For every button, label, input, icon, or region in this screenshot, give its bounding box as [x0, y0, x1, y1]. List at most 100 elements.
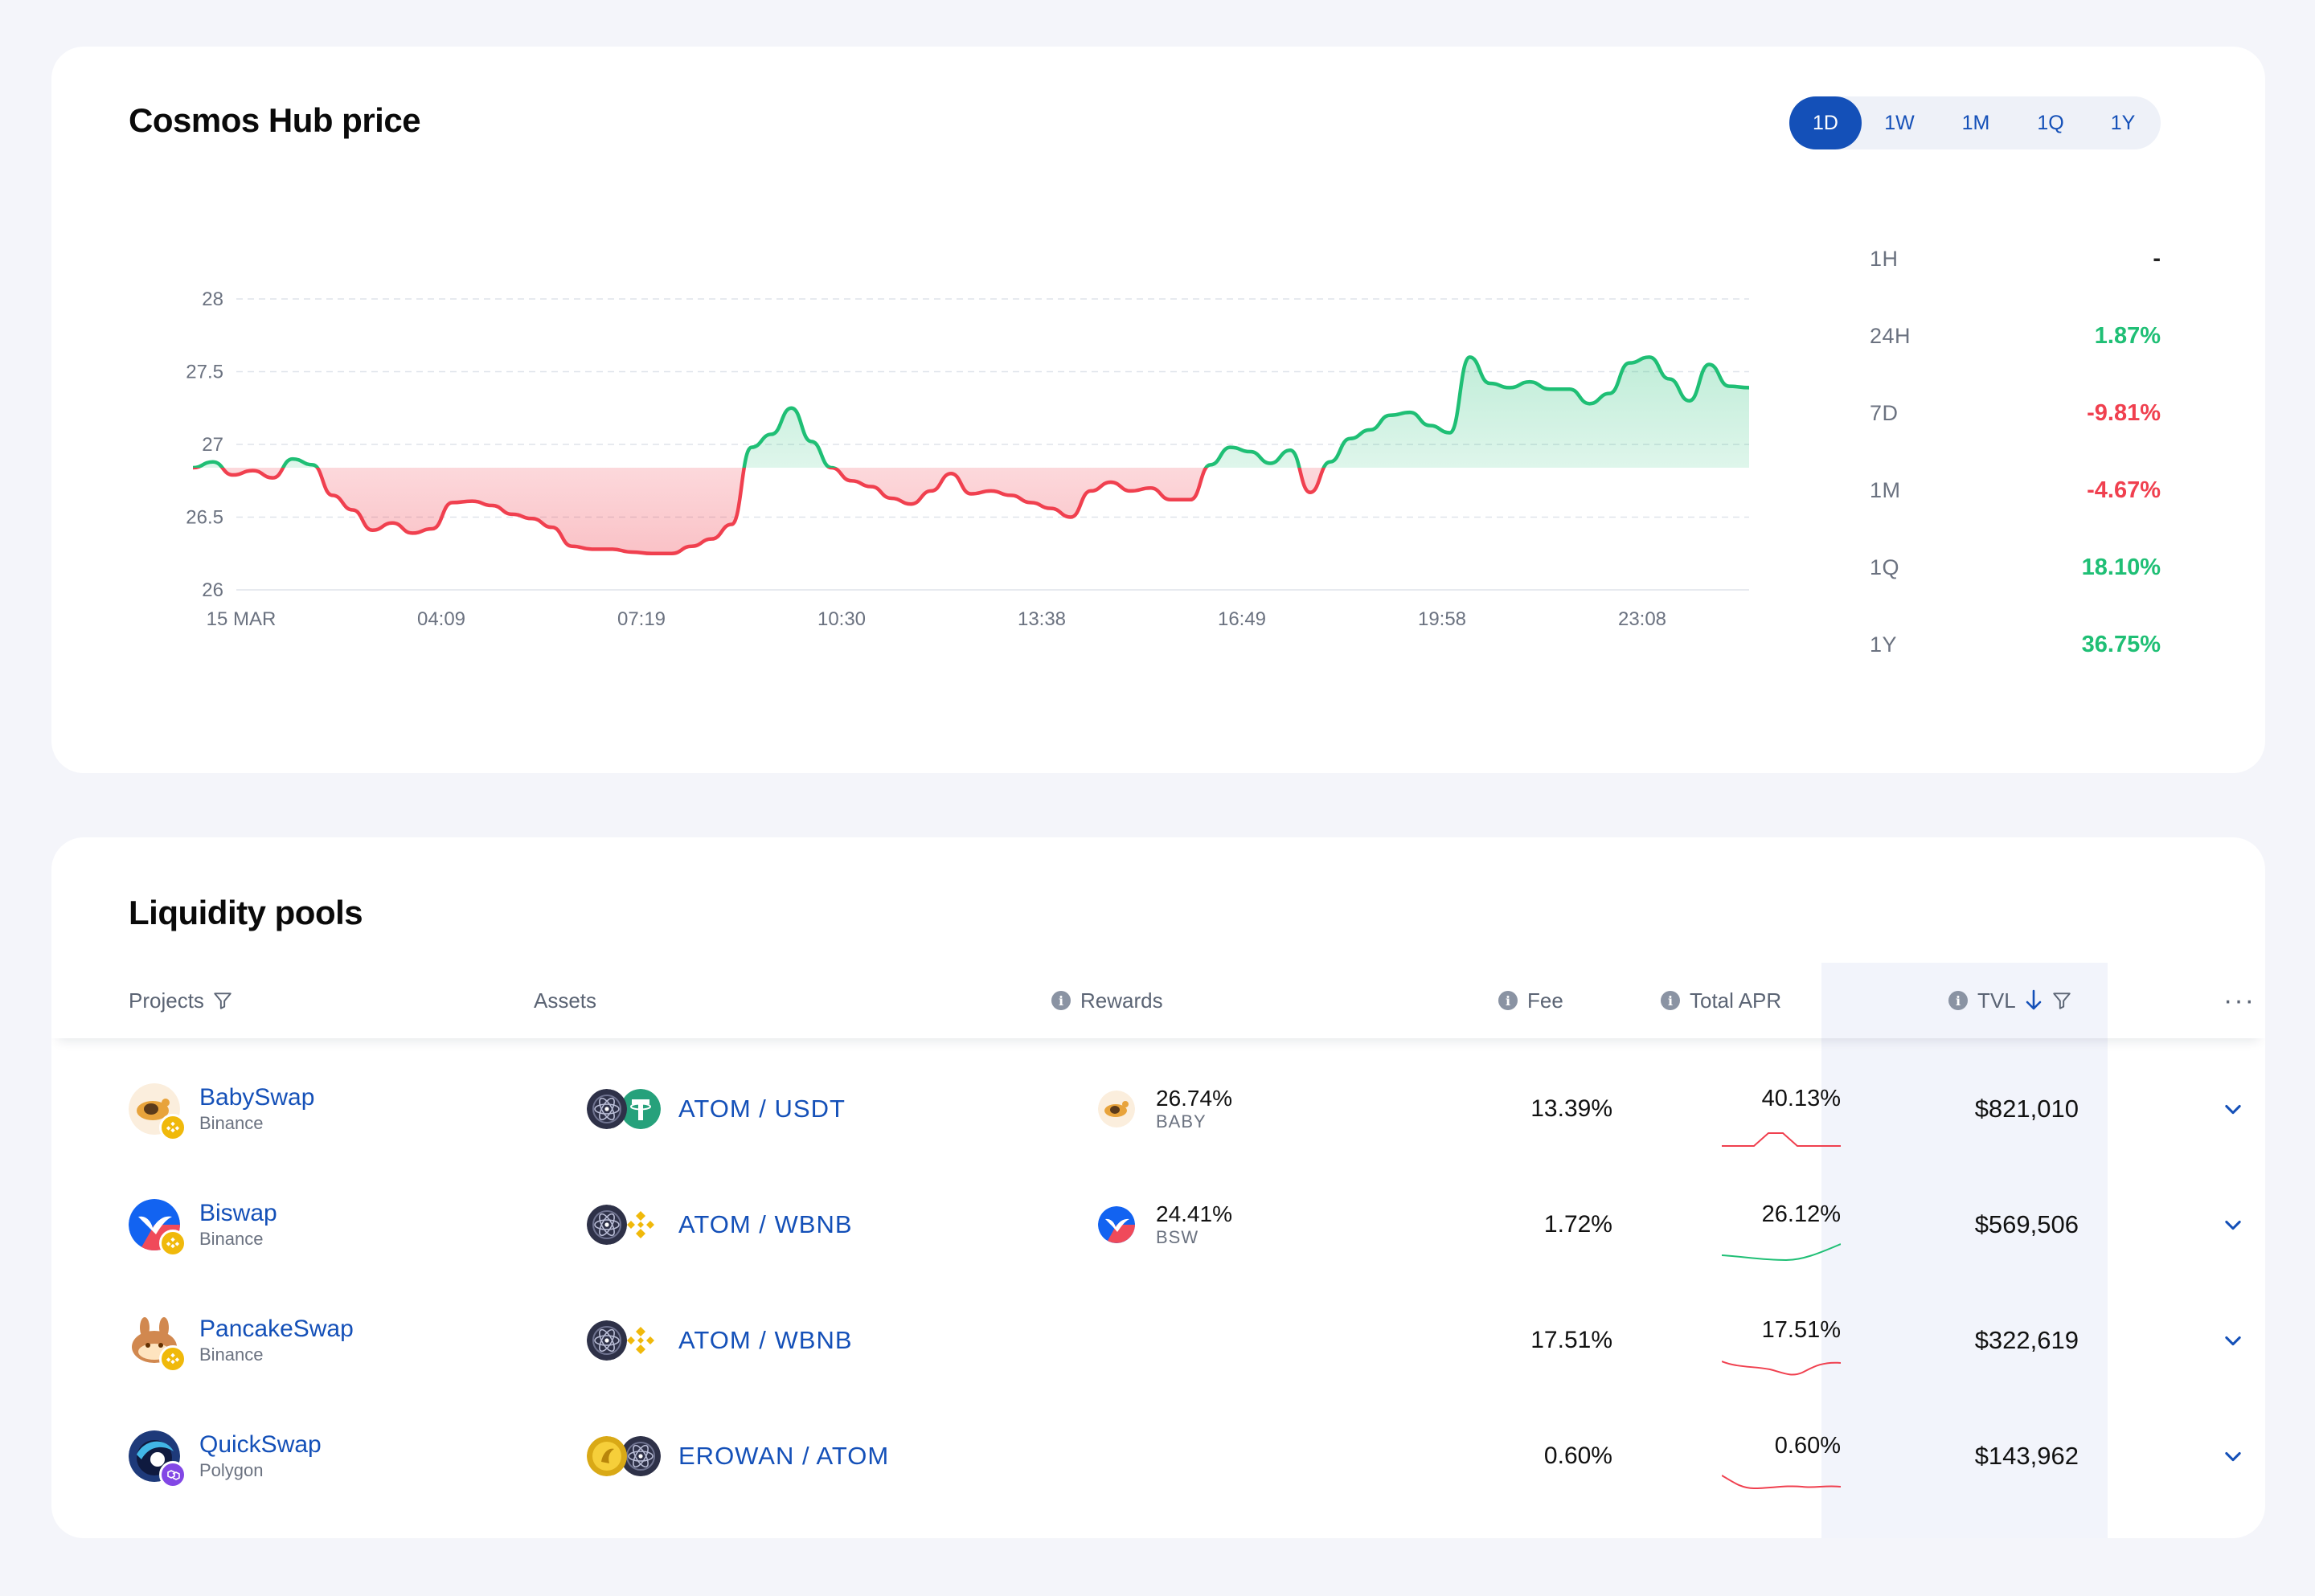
- change-label: 7D: [1870, 400, 1899, 425]
- assets-cell: ATOM / WBNB: [587, 1167, 853, 1283]
- change-value: 1.87%: [2094, 322, 2161, 349]
- atom-token-icon: [587, 1089, 627, 1129]
- chevron-down-icon[interactable]: [2222, 1329, 2244, 1352]
- fee-value: 1.72%: [1543, 1211, 1612, 1238]
- asset-pair-link[interactable]: ATOM / USDT: [678, 1095, 846, 1123]
- reward-token: BSW: [1156, 1227, 1199, 1247]
- price-card: Cosmos Hub price 1D 1W 1M 1Q 1Y 28 27.5 27…: [51, 47, 2265, 773]
- tvl-value: $322,619: [1974, 1326, 2079, 1354]
- x-tick-label: 15 MAR: [207, 608, 277, 630]
- table-row[interactable]: Biswap Binance ATOM / WBNB 24.41% BSW 1.…: [51, 1167, 2265, 1283]
- info-icon[interactable]: i: [1948, 991, 1968, 1010]
- expand-row-button[interactable]: [2222, 1167, 2244, 1283]
- asset-pair-link[interactable]: ATOM / WBNB: [678, 1210, 853, 1238]
- project-name[interactable]: BabySwap: [199, 1084, 315, 1111]
- range-tab-1d[interactable]: 1D: [1789, 96, 1862, 149]
- baby-token-icon: [1098, 1091, 1135, 1127]
- apr-cell: 0.60%: [1722, 1432, 1841, 1496]
- header-total-apr: i Total APR: [1661, 963, 1781, 1038]
- y-tick-label: 27: [202, 434, 223, 456]
- range-tabs: 1D 1W 1M 1Q 1Y: [1789, 96, 2161, 149]
- fee-value: 13.39%: [1530, 1095, 1612, 1122]
- header-projects-label: Projects: [129, 988, 204, 1013]
- change-row-1h: 1H -: [1870, 220, 2161, 297]
- expand-row-button[interactable]: [2222, 1283, 2244, 1398]
- price-area-below: [222, 467, 1324, 554]
- y-tick-label: 26.5: [186, 507, 223, 529]
- pancakeswap-logo: [129, 1315, 186, 1373]
- pools-card-title: Liquidity pools: [129, 894, 363, 931]
- change-row-24h: 24H 1.87%: [1870, 297, 2161, 374]
- project-name[interactable]: PancakeSwap: [199, 1316, 354, 1342]
- project-name[interactable]: Biswap: [199, 1200, 277, 1226]
- expand-row-button[interactable]: [2222, 1398, 2244, 1514]
- info-icon[interactable]: i: [1661, 991, 1680, 1010]
- price-chart: 28 27.5 27 26.5 26 15 MAR 04:09 07:19 10:30 13:38…: [186, 289, 1750, 630]
- chevron-down-icon[interactable]: [2222, 1445, 2244, 1467]
- change-label: 1Q: [1870, 555, 1900, 579]
- chevron-down-icon[interactable]: [2222, 1098, 2244, 1120]
- price-card-title: Cosmos Hub price: [129, 101, 421, 139]
- expand-row-button[interactable]: [2222, 1051, 2244, 1167]
- apr-cell: 26.12%: [1722, 1201, 1841, 1265]
- tvl-value: $821,010: [1974, 1095, 2079, 1123]
- info-icon[interactable]: i: [1051, 991, 1071, 1010]
- filter-icon[interactable]: [2051, 990, 2072, 1011]
- quickswap-logo: [129, 1430, 186, 1488]
- project-cell: Biswap Binance: [129, 1167, 277, 1283]
- polygon-chain-icon: [159, 1461, 186, 1488]
- range-tab-1m[interactable]: 1M: [1961, 111, 1990, 134]
- sort-down-arrow-icon[interactable]: [2024, 988, 2043, 1013]
- range-tab-1y[interactable]: 1Y: [2110, 111, 2136, 134]
- apr-sparkline: [1722, 1132, 1841, 1147]
- binance-chain-icon: [159, 1114, 186, 1141]
- filter-icon[interactable]: [212, 990, 233, 1011]
- x-tick-label: 19:58: [1418, 608, 1466, 630]
- asset-icons: [587, 1089, 661, 1129]
- project-chain: Binance: [199, 1344, 264, 1365]
- header-fee: i Fee: [1498, 963, 1563, 1038]
- table-row[interactable]: PancakeSwap Binance ATOM / WBNB 17.51% 1…: [51, 1283, 2265, 1398]
- header-projects[interactable]: Projects: [129, 963, 233, 1038]
- change-row-1m: 1M -4.67%: [1870, 452, 2161, 529]
- binance-chain-icon: [159, 1345, 186, 1373]
- apr-sparkline: [1722, 1361, 1841, 1376]
- chevron-down-icon[interactable]: [2222, 1213, 2244, 1236]
- y-tick-label: 28: [202, 289, 223, 310]
- range-tab-1q[interactable]: 1Q: [2037, 111, 2064, 134]
- apr-sparkline: [1722, 1243, 1841, 1262]
- header-tvl[interactable]: i TVL: [1948, 963, 2072, 1038]
- x-tick-label: 23:08: [1618, 608, 1666, 630]
- x-tick-label: 13:38: [1018, 608, 1066, 630]
- table-row[interactable]: BabySwap Binance ATOM / USDT 26.74% BABY…: [51, 1051, 2265, 1167]
- tvl-value: $143,962: [1974, 1442, 2079, 1470]
- x-tick-label: 07:19: [617, 608, 666, 630]
- header-more[interactable]: ···: [2223, 963, 2256, 1038]
- change-label: 1Y: [1870, 632, 1898, 657]
- change-row-1q: 1Q 18.10%: [1870, 529, 2161, 606]
- table-row[interactable]: QuickSwap Polygon EROWAN / ATOM 0.60% 0.…: [51, 1398, 2265, 1514]
- project-chain: Binance: [199, 1229, 264, 1249]
- y-tick-label: 26: [202, 579, 223, 601]
- more-icon[interactable]: ···: [2223, 984, 2256, 1016]
- wbnb-token-icon: [621, 1205, 661, 1245]
- binance-chain-icon: [159, 1230, 186, 1257]
- price-line-down: [193, 467, 1326, 556]
- project-cell: QuickSwap Polygon: [129, 1398, 322, 1514]
- asset-pair-link[interactable]: EROWAN / ATOM: [678, 1442, 890, 1470]
- header-assets: Assets: [534, 963, 596, 1038]
- assets-cell: ATOM / WBNB: [587, 1283, 853, 1398]
- wbnb-token-icon: [621, 1320, 661, 1361]
- change-row-1y: 1Y 36.75%: [1870, 606, 2161, 683]
- change-label: 1H: [1870, 246, 1899, 271]
- change-value: 36.75%: [2081, 631, 2161, 657]
- header-rewards: i Rewards: [1051, 963, 1163, 1038]
- asset-icons: [587, 1320, 661, 1361]
- header-tvl-label: TVL: [1977, 988, 2016, 1013]
- apr-value: 17.51%: [1761, 1317, 1841, 1343]
- info-icon[interactable]: i: [1498, 991, 1518, 1010]
- asset-pair-link[interactable]: ATOM / WBNB: [678, 1326, 853, 1354]
- range-tab-1w[interactable]: 1W: [1884, 111, 1915, 134]
- project-name[interactable]: QuickSwap: [199, 1431, 322, 1458]
- header-assets-label: Assets: [534, 988, 597, 1013]
